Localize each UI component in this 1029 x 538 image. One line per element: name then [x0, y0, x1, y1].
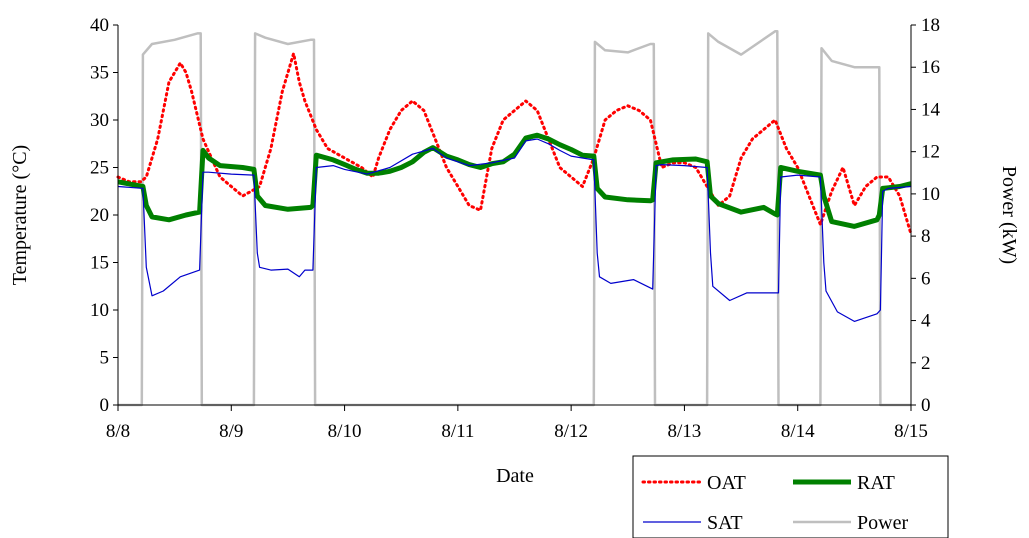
legend-label-power: Power	[857, 512, 908, 534]
y-left-tick-label: 15	[90, 253, 109, 274]
x-tick-label: 8/14	[781, 421, 815, 442]
y-right-tick-label: 4	[921, 311, 931, 332]
y-right-tick-label: 0	[921, 395, 931, 416]
series-layer	[116, 30, 913, 407]
y-left-tick-label: 5	[100, 348, 110, 369]
legend-label-rat: RAT	[857, 472, 895, 494]
y-right-tick-label: 8	[921, 226, 931, 247]
y-right-tick-label: 16	[921, 57, 940, 78]
y-axis-right-label: Power (kW)	[998, 166, 1020, 264]
y-axis-left-label: Temperature (°C)	[9, 145, 31, 285]
y-right-tick-label: 2	[921, 353, 931, 374]
legend-frame	[632, 455, 949, 538]
y-right-tick-label: 6	[921, 268, 931, 289]
x-axis-label: Date	[496, 465, 534, 487]
y-left-tick-label: 0	[100, 395, 110, 416]
x-tick-label: 8/11	[441, 421, 474, 442]
x-tick-label: 8/10	[328, 421, 362, 442]
y-right-tick-label: 14	[921, 99, 941, 120]
series-line-sat	[117, 138, 912, 322]
y-left-tick-label: 10	[90, 300, 109, 321]
x-tick-label: 8/8	[106, 421, 130, 442]
x-tick-label: 8/13	[668, 421, 702, 442]
y-left-tick-label: 25	[90, 158, 109, 179]
series-line-oat	[116, 52, 913, 236]
legend-label-oat: OAT	[707, 472, 746, 494]
x-tick-label: 8/12	[554, 421, 588, 442]
x-tick-label: 8/15	[894, 421, 928, 442]
y-left-tick-label: 20	[90, 205, 109, 226]
x-tick-label: 8/9	[219, 421, 243, 442]
y-left-tick-label: 35	[90, 63, 109, 84]
legend-label-sat: SAT	[707, 512, 743, 534]
legend: OAT RAT SAT Power	[632, 455, 949, 538]
y-right-tick-label: 10	[921, 184, 940, 205]
series-line-power	[118, 30, 911, 407]
series-line-rat	[117, 132, 912, 229]
y-left-tick-label: 30	[90, 110, 109, 131]
y-right-tick-label: 18	[921, 15, 940, 36]
axes-layer: 0 5 10 15 20 25 30 35 40 0 2 4 6 8 10 12 14 16 18 8/8 8/9 8/1…	[90, 15, 941, 442]
y-right-tick-label: 12	[921, 142, 940, 163]
y-left-tick-label: 40	[90, 15, 109, 36]
